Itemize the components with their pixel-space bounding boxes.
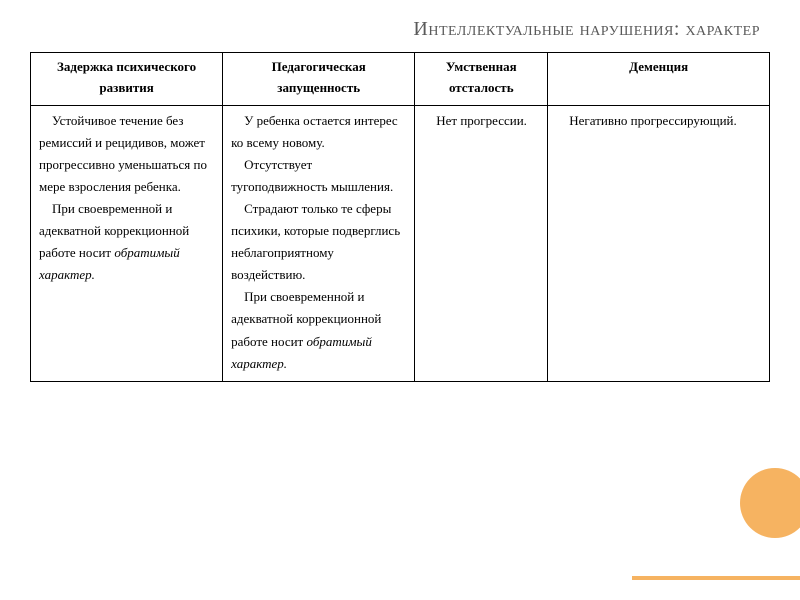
cell-text: Отсутствует тугоподвижность мышления. [231,154,406,198]
cell-text: У ребенка остается интерес ко всему ново… [231,110,406,154]
accent-circle [740,468,800,538]
col-header-uo: Умственная отсталость [415,53,548,106]
col-header-zpr: Задержка психического развития [31,53,223,106]
table-row: Устойчивое течение без ремиссий и рециди… [31,105,770,381]
table-header-row: Задержка психического развития Педагогич… [31,53,770,106]
title-text: Интеллектуальные нарушения: характер [413,18,760,40]
slide-title: Интеллектуальные нарушения: характер [200,18,760,41]
col-header-ped: Педагогическая запущенность [223,53,415,106]
cell-zpr: Устойчивое течение без ремиссий и рециди… [31,105,223,381]
col-header-dem: Деменция [548,53,770,106]
cell-ped: У ребенка остается интерес ко всему ново… [223,105,415,381]
comparison-table: Задержка психического развития Педагогич… [30,52,770,382]
cell-text: Устойчивое течение без ремиссий и рециди… [39,110,214,198]
cell-text: При своевременной и адекватной коррекцио… [39,198,214,286]
cell-uo: Нет прогрессии. [415,105,548,381]
slide: { "title": { "full": "Интеллектуальные н… [0,0,800,600]
cell-dem: Негативно прогрессирующий. [548,105,770,381]
cell-text: При своевременной и адекватной коррекцио… [231,286,406,374]
cell-text: Страдают только те сферы психики, которы… [231,198,406,286]
cell-text: Нет прогрессии. [423,110,539,132]
accent-line [632,576,800,580]
cell-text: Негативно прогрессирующий. [556,110,761,132]
